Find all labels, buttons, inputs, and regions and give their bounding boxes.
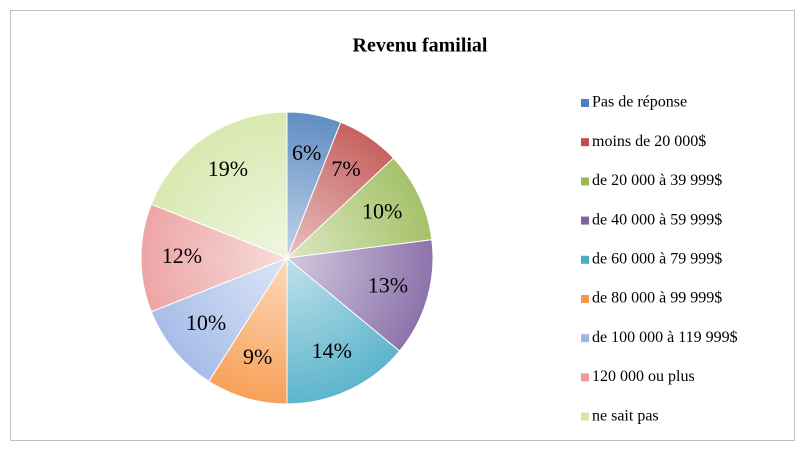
data-label: 13%: [368, 272, 408, 297]
legend-label: de 100 000 à 119 999$: [592, 329, 738, 346]
pie-slice: [285, 157, 433, 259]
legend-label: de 60 000 à 79 999$: [592, 250, 722, 267]
pie-slice: [140, 203, 289, 313]
legend-label: de 40 000 à 59 999$: [592, 211, 722, 228]
pie-slice: [208, 256, 288, 405]
chart-title: Revenu familial: [353, 35, 488, 57]
pie-slice: [285, 239, 434, 352]
legend-label: de 80 000 à 99 999$: [592, 290, 722, 307]
data-label: 9%: [243, 344, 272, 369]
data-label: 6%: [292, 140, 321, 165]
legend-label: moins de 20 000$: [592, 133, 706, 150]
legend-label: de 20 000 à 39 999$: [592, 172, 722, 189]
legend-swatch: [581, 99, 589, 107]
legend-swatch: [581, 216, 589, 225]
legend-swatch: [581, 412, 589, 421]
legend-label: ne sait pas: [592, 407, 659, 424]
pie-slice: [150, 111, 288, 259]
data-label: 10%: [362, 198, 402, 223]
legend-swatch: [581, 295, 589, 303]
legend-label: 120 000 ou plus: [592, 368, 695, 385]
data-label: 7%: [331, 156, 360, 181]
legend-swatch: [581, 138, 589, 147]
data-label: 12%: [162, 243, 202, 268]
legend-swatch: [581, 177, 589, 186]
legend-swatch: [581, 334, 589, 343]
legend-label: Pas de réponse: [592, 94, 687, 111]
pie-slice: [286, 256, 401, 405]
legend-swatch: [581, 255, 589, 264]
pie-slice: [150, 256, 289, 382]
data-label: 10%: [186, 310, 226, 335]
data-label: 19%: [208, 156, 248, 181]
legend-swatch: [581, 373, 589, 382]
data-label: 14%: [312, 338, 352, 363]
